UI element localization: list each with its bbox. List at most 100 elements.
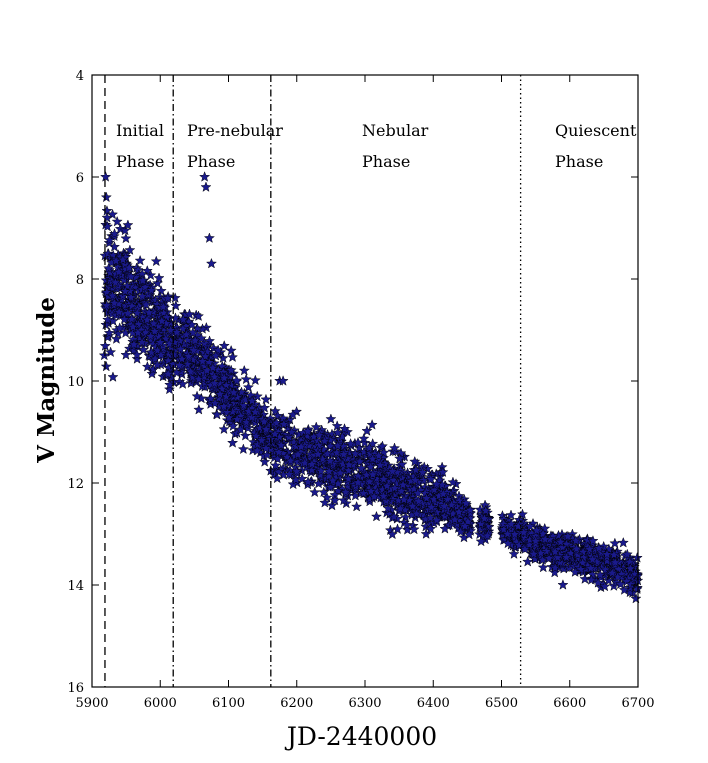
data-point: [283, 431, 295, 442]
data-point: [625, 578, 637, 590]
data-point: [192, 310, 205, 322]
data-point: [373, 450, 385, 461]
data-point: [388, 442, 401, 454]
data-point: [193, 403, 205, 415]
data-point: [98, 349, 110, 361]
data-point: [524, 520, 536, 532]
data-point: [100, 171, 112, 182]
data-point: [585, 574, 597, 585]
data-point: [570, 535, 582, 546]
data-point: [131, 353, 143, 364]
data-point: [141, 265, 153, 276]
data-point: [269, 428, 281, 439]
x-axis-title: JD-2440000: [284, 722, 437, 751]
data-point: [141, 314, 153, 325]
data-point: [226, 351, 239, 363]
data-point: [238, 364, 250, 376]
data-point: [531, 524, 543, 536]
phase-labels: Initial Phase Pre-nebular Phase Nebular Phase…: [116, 121, 637, 171]
data-point: [313, 429, 325, 440]
data-point: [186, 319, 198, 330]
data-point: [584, 543, 596, 555]
data-point: [453, 495, 465, 506]
data-point: [363, 442, 375, 453]
data-point: [613, 563, 625, 575]
data-point: [603, 574, 615, 586]
data-point: [459, 520, 471, 532]
data-point: [557, 579, 569, 590]
data-point: [395, 485, 408, 496]
data-point: [107, 371, 119, 382]
data-point: [421, 492, 433, 504]
data-point: [549, 566, 561, 578]
data-point: [183, 308, 196, 319]
data-point: [137, 344, 150, 355]
data-point: [227, 406, 239, 417]
data-point: [599, 580, 611, 592]
data-point: [187, 371, 199, 383]
data-point: [338, 423, 351, 434]
data-point: [109, 276, 122, 288]
phase-label: Phase: [555, 152, 603, 171]
data-point: [438, 500, 450, 512]
data-point: [409, 455, 421, 467]
data-point: [437, 488, 449, 499]
data-point: [361, 425, 373, 436]
data-point: [618, 584, 630, 595]
data-point: [205, 392, 217, 404]
data-point: [301, 430, 314, 442]
data-point: [323, 470, 335, 482]
data-point: [329, 494, 341, 506]
data-point: [319, 496, 331, 508]
data-point: [272, 466, 285, 477]
data-point: [396, 458, 408, 470]
data-point: [250, 430, 262, 441]
data-point: [104, 234, 116, 245]
data-point: [413, 495, 425, 507]
y-tick-label: 10: [67, 375, 84, 390]
x-tick-label: 6600: [553, 696, 586, 711]
data-point: [136, 290, 148, 302]
y-tick-label: 6: [76, 171, 84, 186]
data-point: [352, 476, 364, 488]
data-point: [441, 493, 454, 505]
data-point: [100, 360, 112, 372]
data-point: [439, 523, 451, 534]
x-tick-label: 6500: [485, 696, 518, 711]
data-point: [540, 545, 552, 557]
data-point: [327, 474, 339, 486]
data-point: [449, 513, 461, 525]
data-point: [259, 456, 271, 467]
data-point: [464, 504, 476, 515]
data-point: [209, 397, 221, 408]
data-point: [570, 543, 583, 554]
x-tick-label: 6300: [348, 696, 381, 711]
data-point: [191, 390, 203, 402]
data-point: [621, 575, 633, 587]
data-point: [560, 551, 573, 563]
data-point: [134, 254, 146, 266]
x-tick-label: 6100: [212, 696, 245, 711]
data-point: [381, 480, 393, 491]
data-point: [158, 307, 170, 318]
data-point: [273, 446, 285, 458]
data-point: [512, 520, 524, 532]
data-point: [516, 508, 529, 520]
data-point: [180, 328, 192, 340]
data-point: [235, 386, 248, 398]
data-point: [349, 447, 361, 459]
data-point: [210, 349, 222, 361]
data-point: [462, 515, 474, 527]
data-point: [355, 462, 367, 474]
phase-boundaries: [104, 75, 522, 687]
data-point: [125, 270, 137, 282]
data-point: [394, 502, 406, 514]
data-point: [103, 327, 115, 338]
data-point: [155, 285, 167, 296]
data-point: [314, 469, 326, 480]
data-point: [453, 506, 465, 517]
y-tick-label: 16: [67, 681, 84, 696]
phase-label: Initial: [116, 121, 164, 140]
data-point: [141, 361, 153, 372]
data-point: [399, 511, 412, 523]
